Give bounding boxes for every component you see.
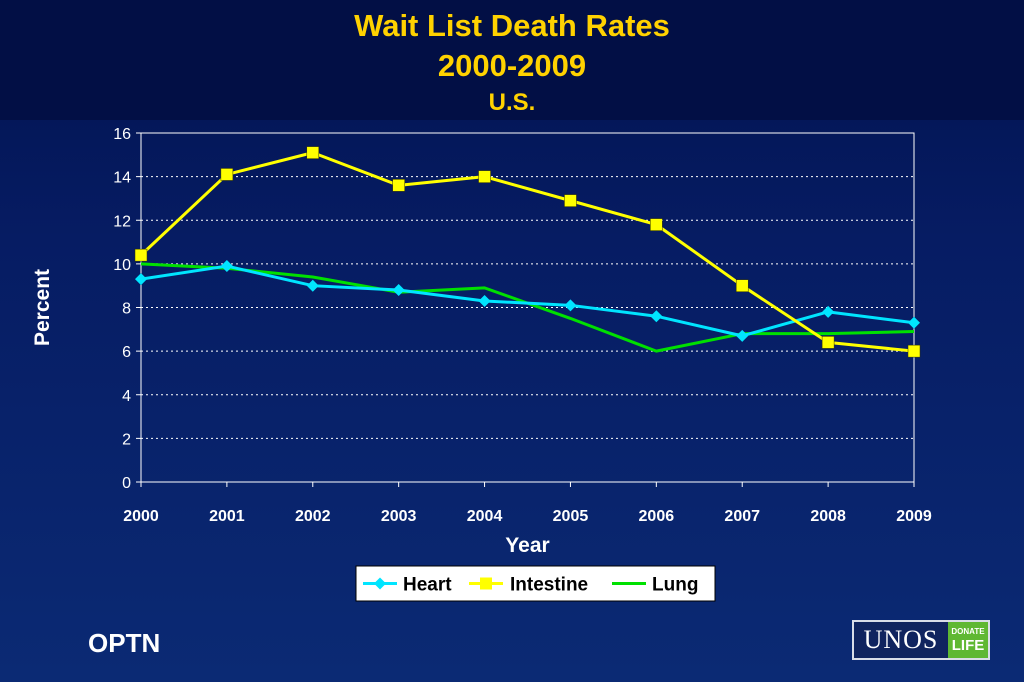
data-point-heart <box>135 273 147 286</box>
data-point-intestine <box>220 168 234 181</box>
data-point-intestine <box>306 146 320 159</box>
y-axis-title: Percent <box>31 269 54 346</box>
y-tick-label: 16 <box>113 126 131 143</box>
donate-life-badge: DONATE LIFE <box>948 622 988 658</box>
y-tick-label: 14 <box>113 170 131 187</box>
unos-donate-life-logo: UNOS DONATE LIFE <box>852 620 990 660</box>
title-band <box>0 0 1024 120</box>
data-point-intestine <box>735 279 749 292</box>
series-line-heart <box>140 264 915 338</box>
data-point-heart <box>306 279 319 292</box>
legend-box <box>355 565 716 602</box>
x-tick-label: 2001 <box>209 508 245 525</box>
legend-label-lung: Lung <box>652 575 698 596</box>
title-line-3: U.S. <box>488 89 536 116</box>
data-point-heart <box>392 284 405 297</box>
slide-title: Wait List Death Rates 2000-2009 U.S. <box>0 6 1024 118</box>
x-tick-label: 2009 <box>896 508 932 525</box>
data-point-heart <box>220 260 233 273</box>
x-tick-label: 2004 <box>467 508 503 525</box>
x-tick-label: 2006 <box>639 508 675 525</box>
data-point-intestine <box>392 179 405 192</box>
data-point-intestine <box>650 218 663 231</box>
title-line-2: 2000-2009 <box>437 48 587 83</box>
data-point-intestine <box>478 170 491 183</box>
y-tick-label: 10 <box>113 257 131 274</box>
data-point-heart <box>650 310 663 323</box>
x-tick-label: 2005 <box>553 508 589 525</box>
legend-label-intestine: Intestine <box>510 575 588 596</box>
title-line-1: Wait List Death Rates <box>354 8 670 43</box>
series-line-intestine <box>139 151 915 353</box>
data-point-heart <box>736 329 749 342</box>
data-point-intestine <box>821 336 835 349</box>
data-point-intestine <box>134 248 148 262</box>
unos-logo-text: UNOS <box>854 622 948 658</box>
data-point-heart <box>908 316 920 329</box>
y-tick-label: 0 <box>122 475 131 492</box>
x-axis-title: Year <box>505 534 549 557</box>
data-point-intestine <box>907 344 921 358</box>
y-tick-label: 6 <box>122 344 131 361</box>
optn-footer-label: OPTN <box>88 628 161 658</box>
data-point-heart <box>822 305 835 318</box>
y-tick-label: 2 <box>122 431 131 448</box>
x-tick-label: 2000 <box>123 508 159 525</box>
x-tick-label: 2008 <box>810 508 846 525</box>
data-point-heart <box>478 294 491 307</box>
donate-life-badge-line1: DONATE <box>951 626 985 636</box>
legend-label-heart: Heart <box>403 575 452 596</box>
y-tick-label: 12 <box>113 213 131 230</box>
x-tick-label: 2003 <box>381 508 417 525</box>
x-tick-label: 2007 <box>724 508 760 525</box>
donate-life-badge-line2: LIFE <box>951 636 985 654</box>
x-tick-label: 2002 <box>295 508 331 525</box>
legend-marker-heart <box>374 577 386 590</box>
legend-marker-intestine <box>480 577 492 590</box>
y-tick-label: 8 <box>122 301 131 318</box>
y-tick-label: 4 <box>122 388 131 405</box>
data-point-heart <box>564 299 577 312</box>
data-point-intestine <box>564 194 577 207</box>
